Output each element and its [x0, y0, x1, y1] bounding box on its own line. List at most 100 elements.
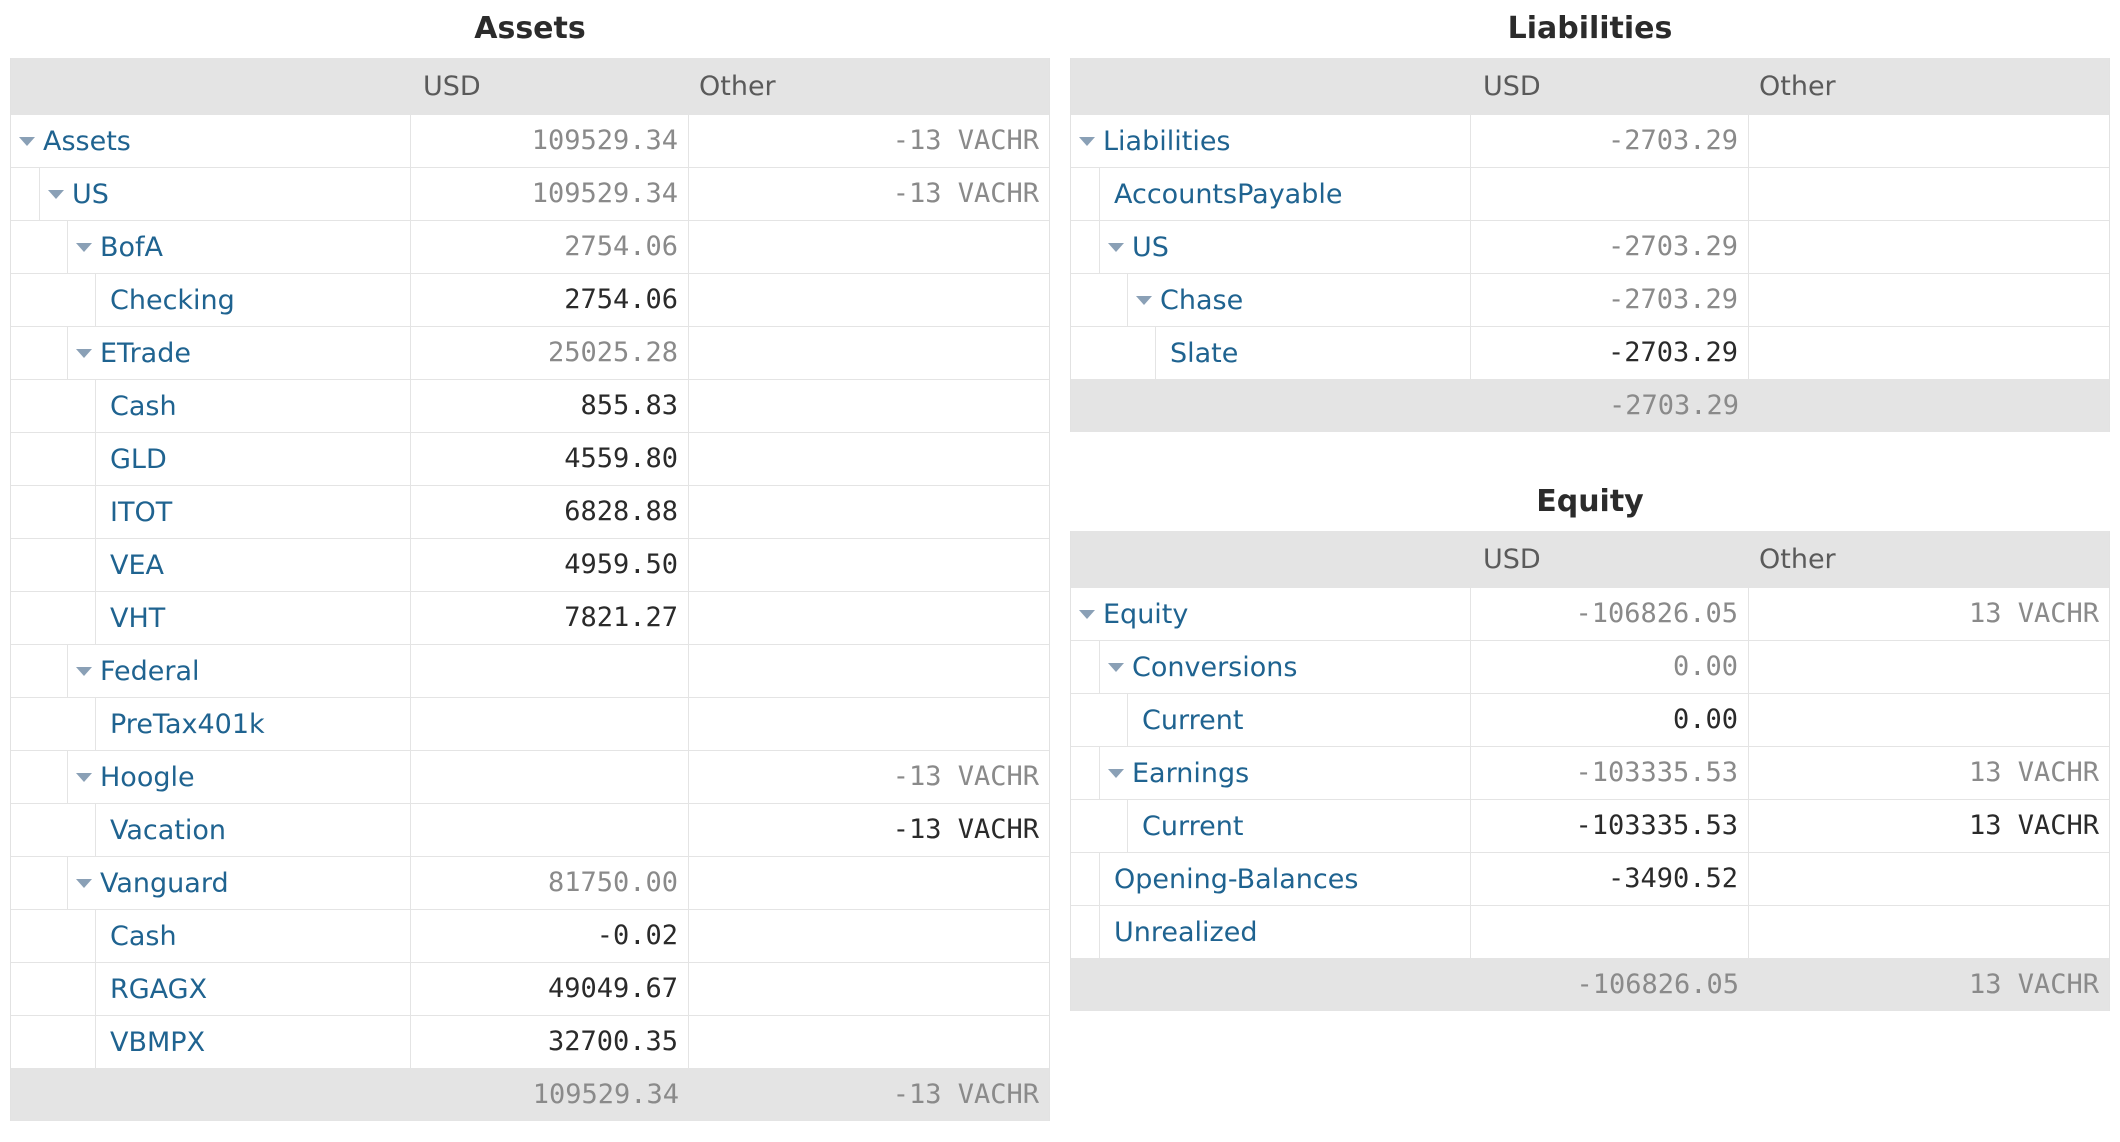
liabilities-col-usd[interactable]: USD [1483, 71, 1541, 102]
caret-down-icon[interactable] [1134, 295, 1154, 305]
account-link[interactable]: Conversions [1132, 651, 1298, 683]
other-balance [689, 539, 1049, 591]
account-link[interactable]: Liabilities [1103, 125, 1231, 157]
usd-balance [1471, 168, 1749, 220]
other-balance: 13 VACHR [1968, 598, 2099, 629]
other-balance [689, 645, 1049, 697]
tree-row: VBMPX 32700.35 [11, 1016, 1049, 1069]
caret-down-icon[interactable] [1077, 136, 1097, 146]
account-link[interactable]: VHT [110, 602, 166, 634]
tree-row: ETrade 25025.28 [11, 327, 1049, 380]
account-link[interactable]: US [1132, 231, 1169, 263]
other-balance [1749, 641, 2109, 693]
liabilities-panel: Liabilities USD Other Liabilities -2703.2… [1070, 0, 2110, 432]
account-link[interactable]: Cash [110, 390, 177, 422]
other-balance [1749, 115, 2109, 167]
liabilities-tree: USD Other Liabilities -2703.29 AccountsPay… [1070, 58, 2110, 432]
tree-row: Liabilities -2703.29 [1071, 115, 2109, 168]
caret-down-icon[interactable] [74, 878, 94, 888]
account-link[interactable]: VEA [110, 549, 164, 581]
account-link[interactable]: GLD [110, 443, 167, 475]
other-balance: 13 VACHR [1968, 757, 2099, 788]
account-link[interactable]: Vacation [110, 814, 227, 846]
other-balance [689, 698, 1049, 750]
account-link[interactable]: Unrealized [1114, 916, 1258, 948]
assets-tree: USD Other Assets 109529.34 -13 VACHR US 1095… [10, 58, 1050, 1121]
account-link[interactable]: US [72, 178, 109, 210]
account-link[interactable]: Slate [1170, 337, 1239, 369]
caret-down-icon[interactable] [17, 136, 37, 146]
caret-down-icon[interactable] [74, 348, 94, 358]
other-balance [1749, 694, 2109, 746]
other-balance: -13 VACHR [892, 178, 1039, 209]
account-link[interactable]: ITOT [110, 496, 173, 528]
account-link[interactable]: Checking [110, 284, 235, 316]
other-balance [689, 857, 1049, 909]
liabilities-rows: Liabilities -2703.29 AccountsPayable US -270… [1071, 115, 2109, 380]
usd-balance: 6828.88 [411, 486, 689, 538]
caret-down-icon[interactable] [1106, 662, 1126, 672]
account-link[interactable]: AccountsPayable [1114, 178, 1343, 210]
account-link[interactable]: Current [1142, 810, 1244, 842]
assets-col-other[interactable]: Other [699, 71, 776, 102]
account-link[interactable]: Federal [100, 655, 200, 687]
other-balance: 13 VACHR [1968, 810, 2099, 841]
liabilities-col-other[interactable]: Other [1759, 71, 1836, 102]
other-balance: -13 VACHR [892, 761, 1039, 792]
tree-row: Earnings -103335.53 13 VACHR [1071, 747, 2109, 800]
tree-row: GLD 4559.80 [11, 433, 1049, 486]
tree-row: Conversions 0.00 [1071, 641, 2109, 694]
account-link[interactable]: VBMPX [110, 1026, 206, 1058]
account-link[interactable]: Earnings [1132, 757, 1250, 789]
usd-balance: -103335.53 [1471, 747, 1749, 799]
assets-title: Assets [474, 11, 586, 46]
caret-down-icon[interactable] [1106, 768, 1126, 778]
assets-col-usd[interactable]: USD [423, 71, 481, 102]
usd-balance: -103335.53 [1471, 800, 1749, 852]
tree-row: Cash 855.83 [11, 380, 1049, 433]
usd-balance: 25025.28 [411, 327, 689, 379]
account-link[interactable]: Current [1142, 704, 1244, 736]
caret-down-icon[interactable] [74, 242, 94, 252]
other-balance [689, 963, 1049, 1015]
usd-balance: 32700.35 [411, 1016, 689, 1068]
tree-row: Cash -0.02 [11, 910, 1049, 963]
equity-title: Equity [1536, 484, 1644, 519]
account-link[interactable]: Vanguard [100, 867, 229, 899]
caret-down-icon[interactable] [74, 666, 94, 676]
account-link[interactable]: Chase [1160, 284, 1244, 316]
caret-down-icon[interactable] [1077, 609, 1097, 619]
assets-total-other: -13 VACHR [892, 1079, 1039, 1110]
tree-row: Current 0.00 [1071, 694, 2109, 747]
tree-row: Equity -106826.05 13 VACHR [1071, 588, 2109, 641]
other-balance [1749, 906, 2109, 958]
account-link[interactable]: Cash [110, 920, 177, 952]
account-link[interactable]: Equity [1103, 598, 1189, 630]
usd-balance: -2703.29 [1471, 115, 1749, 167]
caret-down-icon[interactable] [1106, 242, 1126, 252]
account-link[interactable]: ETrade [100, 337, 191, 369]
equity-total-other: 13 VACHR [1968, 969, 2099, 1000]
account-link[interactable]: Hoogle [100, 761, 195, 793]
other-balance [689, 486, 1049, 538]
tree-row: Assets 109529.34 -13 VACHR [11, 115, 1049, 168]
usd-balance: -2703.29 [1471, 274, 1749, 326]
tree-row: PreTax401k [11, 698, 1049, 751]
other-balance [1749, 327, 2109, 379]
account-link[interactable]: BofA [100, 231, 164, 263]
usd-balance: 4959.50 [411, 539, 689, 591]
equity-col-usd[interactable]: USD [1483, 544, 1541, 575]
usd-balance: -2703.29 [1471, 327, 1749, 379]
tree-row: Opening-Balances -3490.52 [1071, 853, 2109, 906]
caret-down-icon[interactable] [46, 189, 66, 199]
account-link[interactable]: Opening-Balances [1114, 863, 1359, 895]
equity-rows: Equity -106826.05 13 VACHR Conversions 0.00 C… [1071, 588, 2109, 959]
equity-col-other[interactable]: Other [1759, 544, 1836, 575]
account-link[interactable]: RGAGX [110, 973, 208, 1005]
account-link[interactable]: Assets [43, 125, 131, 157]
account-link[interactable]: PreTax401k [110, 708, 265, 740]
caret-down-icon[interactable] [74, 772, 94, 782]
other-balance [689, 910, 1049, 962]
assets-header-row: USD Other [11, 58, 1049, 115]
other-balance [1749, 221, 2109, 273]
